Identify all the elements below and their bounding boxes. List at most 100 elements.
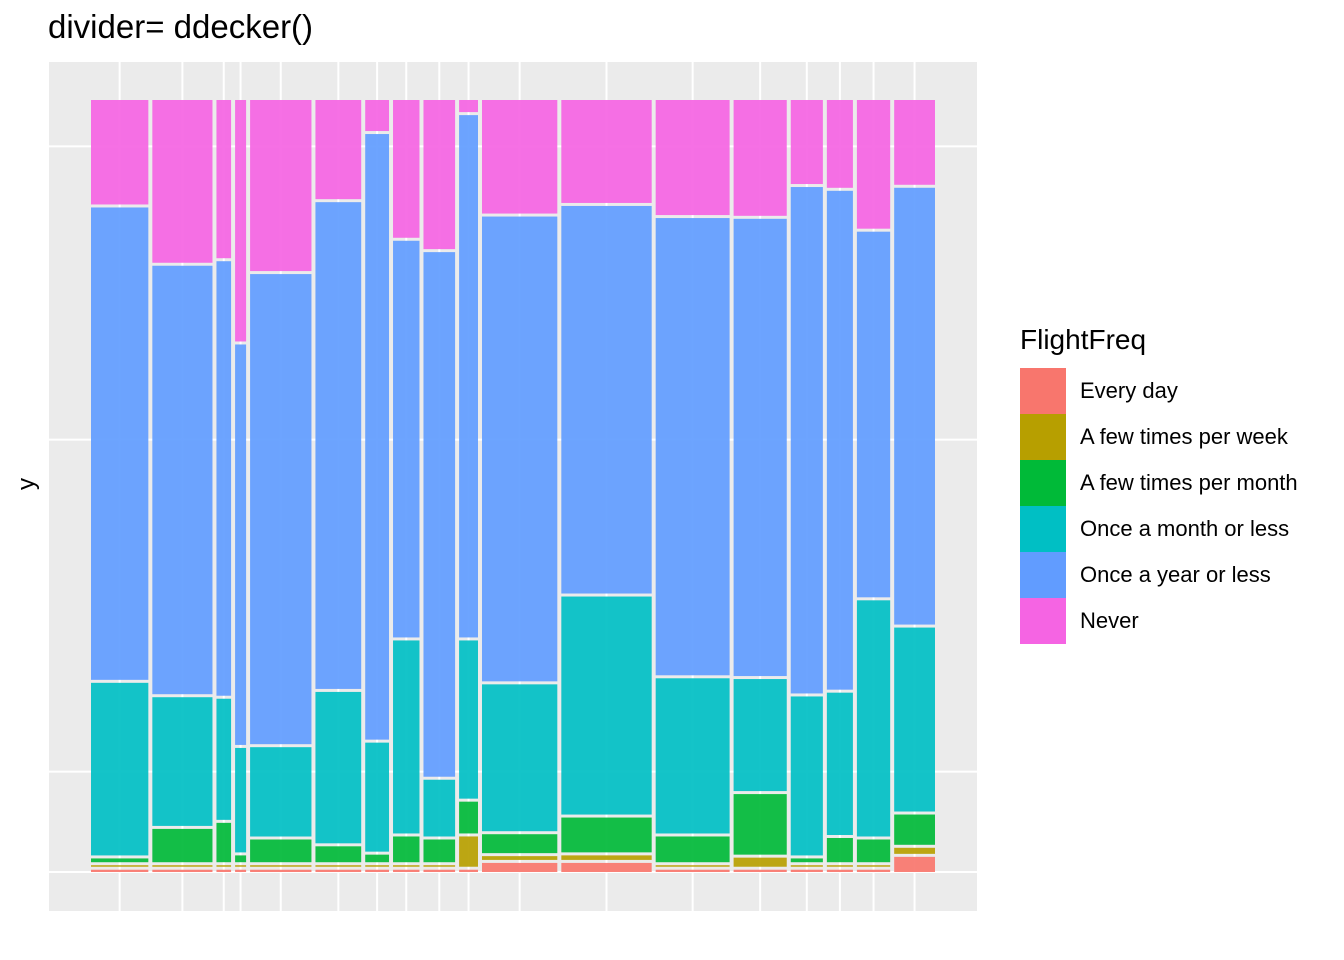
mosaic-tile xyxy=(315,100,362,200)
mosaic-tile xyxy=(235,869,247,872)
mosaic-tile xyxy=(655,865,730,867)
mosaic-tile xyxy=(365,100,390,132)
mosaic-tile xyxy=(152,828,213,863)
mosaic-tile xyxy=(235,100,247,342)
mosaic-tile xyxy=(856,100,891,229)
mosaic-tile xyxy=(459,640,478,799)
legend-key xyxy=(1020,506,1066,552)
legend-label: Every day xyxy=(1080,378,1178,403)
mosaic-tile xyxy=(561,205,652,594)
mosaic-tile xyxy=(91,682,149,856)
legend-item: Once a month or less xyxy=(1020,506,1298,552)
mosaic-tile xyxy=(826,837,853,863)
mosaic-tile xyxy=(459,115,478,638)
mosaic-tile xyxy=(894,100,935,185)
mosaic-tile xyxy=(216,698,232,820)
mosaic-tile xyxy=(561,596,652,815)
mosaic-tile xyxy=(250,100,312,272)
mosaic-tile xyxy=(856,869,891,872)
mosaic-tile xyxy=(856,865,891,867)
mosaic-tile xyxy=(826,190,853,690)
mosaic-tile xyxy=(655,869,730,872)
mosaic-tile xyxy=(826,100,853,188)
mosaic-tile xyxy=(894,847,935,854)
mosaic-tile xyxy=(733,869,787,872)
mosaic-tile xyxy=(826,865,853,867)
mosaic-tile xyxy=(393,640,420,834)
mosaic-tile xyxy=(561,855,652,860)
mosaic-tile xyxy=(423,869,456,872)
mosaic-tile xyxy=(315,865,362,867)
mosaic-tile xyxy=(790,100,823,185)
mosaic-tile xyxy=(365,865,390,867)
mosaic-tile xyxy=(733,679,787,792)
mosaic-tile xyxy=(91,858,149,863)
mosaic-tile xyxy=(481,684,558,832)
legend-title: FlightFreq xyxy=(1020,324,1147,355)
mosaic-tile xyxy=(250,747,312,837)
mosaic-tile xyxy=(790,858,823,863)
mosaic-tile xyxy=(561,817,652,853)
mosaic-tile xyxy=(235,865,247,867)
mosaic-tile xyxy=(790,869,823,872)
legend-key xyxy=(1020,368,1066,414)
chart-title: divider= ddecker() xyxy=(48,8,314,45)
mosaic-tile xyxy=(152,100,213,263)
mosaic-tile xyxy=(894,187,935,625)
mosaic-tile xyxy=(856,231,891,598)
mosaic-tile xyxy=(655,100,730,216)
mosaic-tile xyxy=(423,839,456,863)
mosaic-tile xyxy=(481,856,558,860)
mosaic-tile xyxy=(393,836,420,863)
mosaic-tile xyxy=(393,240,420,638)
mosaic-tile xyxy=(315,202,362,689)
mosaic-tile xyxy=(733,857,787,867)
legend-label: Once a year or less xyxy=(1080,562,1271,587)
mosaic-tile xyxy=(894,814,935,845)
mosaic-tile xyxy=(315,846,362,863)
mosaic-tile xyxy=(152,265,213,695)
legend-item: Every day xyxy=(1020,368,1298,414)
mosaic-tile xyxy=(216,261,232,696)
mosaic-tile xyxy=(365,742,390,852)
legend-label: Once a month or less xyxy=(1080,516,1290,541)
mosaic-tile xyxy=(826,692,853,835)
mosaic-tile xyxy=(315,691,362,844)
mosaic-tile xyxy=(826,869,853,872)
mosaic-tile xyxy=(733,100,787,216)
mosaic-tile xyxy=(655,218,730,676)
mosaic-tile xyxy=(152,869,213,872)
legend-item: Never xyxy=(1020,598,1298,644)
mosaic-tile xyxy=(423,100,456,250)
mosaic-tile xyxy=(250,274,312,745)
mosaic-tile xyxy=(365,869,390,872)
mosaic-tile xyxy=(235,747,247,853)
mosaic-tile xyxy=(459,100,478,113)
mosaic-tile xyxy=(856,839,891,863)
legend-item: Once a year or less xyxy=(1020,552,1298,598)
mosaic-tile xyxy=(216,822,232,863)
mosaic-tile xyxy=(423,252,456,777)
mosaic-tile xyxy=(216,100,232,259)
mosaic-tile xyxy=(733,794,787,855)
legend-key xyxy=(1020,552,1066,598)
legend-label: Never xyxy=(1080,608,1139,633)
mosaic-tile xyxy=(894,627,935,812)
legend-key xyxy=(1020,460,1066,506)
mosaic-tile xyxy=(561,100,652,203)
legend-label: A few times per month xyxy=(1080,470,1298,495)
mosaic-tile xyxy=(235,344,247,745)
mosaic-tile xyxy=(152,865,213,867)
mosaic-tile xyxy=(91,865,149,867)
mosaic-tile xyxy=(790,865,823,867)
mosaic-tile xyxy=(91,100,149,205)
mosaic-tile xyxy=(365,134,390,740)
mosaic-tile xyxy=(561,862,652,872)
mosaic-tiles xyxy=(91,100,935,872)
mosaic-tile xyxy=(235,855,247,863)
mosaic-tile xyxy=(250,865,312,867)
mosaic-tile xyxy=(790,187,823,694)
mosaic-tile xyxy=(152,697,213,826)
mosaic-tile xyxy=(655,678,730,834)
